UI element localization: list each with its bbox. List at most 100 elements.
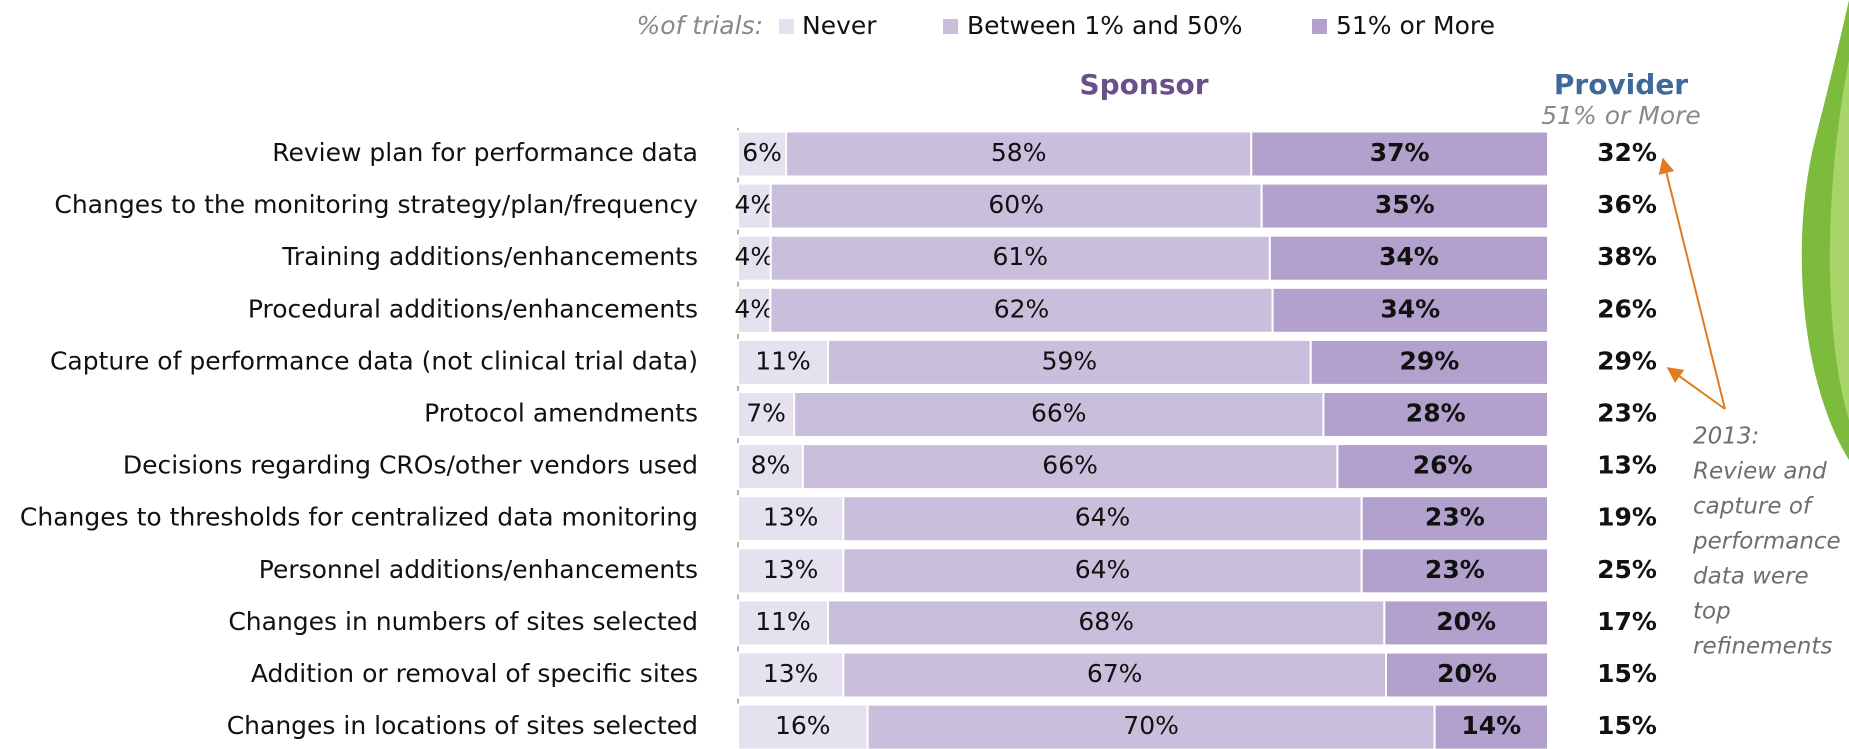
value-label: 13% <box>763 555 819 584</box>
legend-label: 51% or More <box>1336 11 1495 40</box>
provider-value: 36% <box>1597 190 1657 219</box>
bar-segment <box>737 286 772 334</box>
provider-value: 19% <box>1597 503 1657 532</box>
value-label: 26% <box>1413 451 1473 480</box>
value-label: 20% <box>1436 607 1496 636</box>
value-label: 13% <box>763 659 819 688</box>
value-label: 64% <box>1075 503 1131 532</box>
provider-value: 25% <box>1597 555 1657 584</box>
value-label: 6% <box>742 138 782 167</box>
value-label: 8% <box>751 451 791 480</box>
bar-segment <box>769 286 1274 334</box>
value-label: 70% <box>1123 711 1179 740</box>
value-label: 7% <box>746 399 786 428</box>
annotation: refinements <box>1693 634 1832 660</box>
bar-segment <box>1271 286 1549 334</box>
value-label: 16% <box>775 711 831 740</box>
value-label: 66% <box>1042 451 1098 480</box>
value-label: 34% <box>1379 242 1439 271</box>
value-label: 58% <box>991 138 1047 167</box>
bar-segment <box>1383 599 1550 647</box>
panel-title: Sponsor <box>1079 68 1208 101</box>
bar-segment <box>866 703 1436 749</box>
provider-subtitle: 51% or More <box>1541 101 1701 130</box>
bar-segment <box>737 703 869 749</box>
bar-segment <box>1360 495 1549 543</box>
value-label: 59% <box>1042 346 1098 375</box>
value-label: 29% <box>1399 346 1459 375</box>
bar-segment <box>737 547 845 595</box>
value-label: 68% <box>1078 607 1134 636</box>
category-label: Review plan for performance data <box>272 138 698 167</box>
value-label: 11% <box>755 346 811 375</box>
bar-segment <box>769 234 1271 282</box>
provider-value: 38% <box>1597 242 1657 271</box>
provider-value: 32% <box>1597 138 1657 167</box>
value-label: 60% <box>988 190 1044 219</box>
bar-segment <box>737 130 788 178</box>
value-label: 4% <box>735 190 775 219</box>
provider-title: Provider <box>1554 68 1688 101</box>
bar-segment <box>737 391 796 438</box>
bar-segment <box>1433 703 1549 749</box>
legend-swatch <box>943 19 958 34</box>
bar-segment <box>737 234 772 282</box>
bar-segment <box>1360 547 1549 595</box>
bar-segment <box>737 495 845 543</box>
provider-value: 15% <box>1597 659 1657 688</box>
value-label: 14% <box>1461 711 1521 740</box>
bar-segment <box>737 443 804 491</box>
provider-value: 13% <box>1597 451 1657 480</box>
legend-label: Between 1% and 50% <box>967 11 1243 40</box>
legend-swatch <box>779 19 794 34</box>
value-label: 23% <box>1425 555 1485 584</box>
annotation: 2013: <box>1693 424 1759 450</box>
annotation: Review and <box>1693 459 1827 485</box>
value-label: 28% <box>1406 399 1466 428</box>
bar-segment <box>737 599 829 647</box>
category-label: Capture of performance data (not clinica… <box>50 346 698 375</box>
value-label: 11% <box>755 607 811 636</box>
value-label: 67% <box>1087 659 1143 688</box>
value-label: 13% <box>763 503 819 532</box>
legend-swatch <box>1312 19 1327 34</box>
value-label: 35% <box>1375 190 1435 219</box>
provider-value: 26% <box>1597 294 1657 323</box>
legend-label: Never <box>802 11 877 40</box>
value-label: 23% <box>1425 503 1485 532</box>
arrow <box>1658 157 1726 410</box>
bar-segment <box>827 599 1386 647</box>
value-label: 20% <box>1437 659 1497 688</box>
category-label: Addition or removal of specific sites <box>251 659 698 688</box>
category-label: Changes in numbers of sites selected <box>228 607 698 636</box>
value-label: 64% <box>1075 555 1131 584</box>
bar-segment <box>1268 234 1550 282</box>
value-label: 37% <box>1370 138 1430 167</box>
annotation: data were <box>1693 564 1809 590</box>
bar-segment <box>1385 651 1549 699</box>
bar-segment <box>769 182 1263 230</box>
provider-value: 23% <box>1597 399 1657 428</box>
category-label: Changes in locations of sites selected <box>227 711 698 740</box>
bar-segment <box>737 182 772 230</box>
bar-segment <box>1309 338 1550 386</box>
category-label: Personnel additions/enhancements <box>259 555 698 584</box>
category-label: Training additions/enhancements <box>281 242 698 271</box>
annotation: performance <box>1692 529 1841 555</box>
value-label: 62% <box>994 294 1050 323</box>
category-label: Procedural additions/enhancements <box>248 294 698 323</box>
bar-segment <box>842 547 1363 595</box>
bar-segment <box>1260 182 1549 230</box>
value-label: 66% <box>1031 399 1087 428</box>
value-label: 34% <box>1380 294 1440 323</box>
annotation: top <box>1693 599 1731 625</box>
bar-segment <box>801 443 1339 491</box>
provider-value: 29% <box>1597 346 1657 375</box>
category-label: Protocol amendments <box>424 399 698 428</box>
value-label: 61% <box>992 242 1048 271</box>
bar-segment <box>737 651 845 699</box>
legend-title: %of trials: <box>636 11 763 40</box>
category-label: Changes to the monitoring strategy/plan/… <box>54 190 698 219</box>
bar-segment <box>1322 391 1550 438</box>
